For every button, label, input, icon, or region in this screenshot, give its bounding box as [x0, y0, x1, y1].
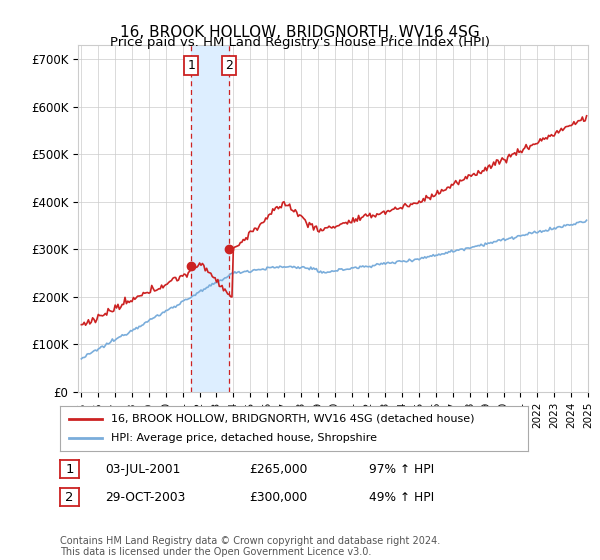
Text: 1: 1 — [65, 463, 74, 476]
Text: 1: 1 — [187, 59, 195, 72]
Text: 16, BROOK HOLLOW, BRIDGNORTH, WV16 4SG (detached house): 16, BROOK HOLLOW, BRIDGNORTH, WV16 4SG (… — [112, 413, 475, 423]
Text: 49% ↑ HPI: 49% ↑ HPI — [369, 491, 434, 504]
Text: 29-OCT-2003: 29-OCT-2003 — [105, 491, 185, 504]
Bar — [191, 45, 229, 392]
Text: £265,000: £265,000 — [249, 463, 307, 476]
Text: 97% ↑ HPI: 97% ↑ HPI — [369, 463, 434, 476]
Text: 03-JUL-2001: 03-JUL-2001 — [105, 463, 181, 476]
Text: Price paid vs. HM Land Registry's House Price Index (HPI): Price paid vs. HM Land Registry's House … — [110, 36, 490, 49]
Text: 2: 2 — [225, 59, 233, 72]
Text: £300,000: £300,000 — [249, 491, 307, 504]
Text: 2: 2 — [65, 491, 74, 504]
Text: Contains HM Land Registry data © Crown copyright and database right 2024.
This d: Contains HM Land Registry data © Crown c… — [60, 535, 440, 557]
Text: HPI: Average price, detached house, Shropshire: HPI: Average price, detached house, Shro… — [112, 433, 377, 444]
Text: 16, BROOK HOLLOW, BRIDGNORTH, WV16 4SG: 16, BROOK HOLLOW, BRIDGNORTH, WV16 4SG — [120, 25, 480, 40]
